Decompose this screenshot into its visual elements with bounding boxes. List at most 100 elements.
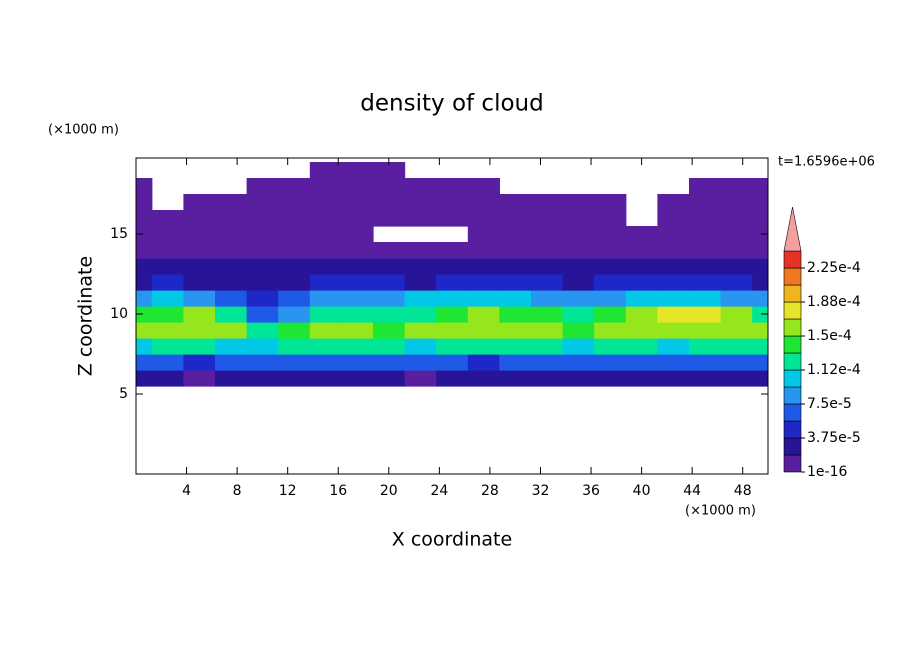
contour-cell	[136, 290, 153, 307]
contour-cell	[373, 178, 406, 195]
contour-cell	[752, 194, 768, 211]
contour-cell	[136, 178, 153, 195]
contour-cell	[689, 370, 722, 387]
contour-cell	[246, 210, 279, 227]
contour-cell	[625, 258, 658, 275]
contour-cell	[309, 226, 342, 243]
contour-cell	[136, 226, 153, 243]
contour-cell	[689, 354, 722, 371]
contour-cell	[373, 258, 406, 275]
contour-cell	[720, 338, 753, 355]
contour-cell	[436, 290, 469, 307]
contour-cell	[136, 322, 153, 339]
contour-cell	[215, 322, 248, 339]
contour-cell	[183, 242, 216, 259]
contour-cell	[341, 210, 374, 227]
y-axis-label: Z coordinate	[75, 256, 97, 376]
contour-cell	[467, 274, 500, 291]
contour-cell	[499, 194, 532, 211]
x-tick-label: 12	[279, 483, 297, 499]
contour-cell	[499, 306, 532, 323]
contour-cell	[436, 370, 469, 387]
contour-cell	[562, 370, 595, 387]
contour-cell	[499, 290, 532, 307]
contour-cell	[341, 370, 374, 387]
contour-cell	[752, 274, 768, 291]
contour-cell	[752, 370, 768, 387]
contour-cell	[151, 290, 184, 307]
colorbar-band	[783, 369, 802, 388]
contour-cell	[373, 274, 406, 291]
contour-cell	[467, 242, 500, 259]
contour-cell	[467, 290, 500, 307]
contour-cell	[215, 290, 248, 307]
contour-cell	[341, 178, 374, 195]
contour-cell	[278, 306, 311, 323]
contour-cell	[278, 178, 311, 195]
contour-cell	[404, 322, 437, 339]
contour-cell	[657, 258, 690, 275]
contour-cell	[278, 226, 311, 243]
contour-cell	[183, 290, 216, 307]
contour-cell	[373, 162, 406, 179]
contour-cell	[278, 354, 311, 371]
contour-field	[136, 162, 768, 387]
contour-cell	[752, 178, 768, 195]
contour-cell	[720, 306, 753, 323]
contour-cell	[720, 226, 753, 243]
contour-cell	[531, 258, 564, 275]
contour-cell	[594, 242, 627, 259]
colorbar-tick-label: 7.5e-5	[807, 396, 852, 412]
contour-cell	[625, 226, 658, 243]
contour-cell	[720, 354, 753, 371]
contour-cell	[594, 194, 627, 211]
contour-cell	[720, 210, 753, 227]
contour-cell	[151, 306, 184, 323]
contour-cell	[594, 338, 627, 355]
x-tick-label: 20	[380, 483, 398, 499]
colorbar-band	[783, 454, 802, 473]
contour-cell	[373, 242, 406, 259]
contour-cell	[151, 258, 184, 275]
contour-cell	[183, 354, 216, 371]
contour-cell	[531, 242, 564, 259]
contour-cell	[499, 370, 532, 387]
contour-cell	[151, 226, 184, 243]
x-tick-label: 8	[233, 483, 242, 499]
contour-cell	[246, 258, 279, 275]
contour-cell	[531, 290, 564, 307]
colorbar-band	[783, 250, 802, 269]
contour-cell	[594, 210, 627, 227]
contour-cell	[278, 258, 311, 275]
contour-cell	[215, 338, 248, 355]
contour-cell	[657, 370, 690, 387]
contour-cell	[341, 354, 374, 371]
contour-cell	[404, 178, 437, 195]
contour-cell	[183, 338, 216, 355]
contour-cell	[373, 354, 406, 371]
x-tick-label: 36	[582, 483, 600, 499]
contour-cell	[136, 242, 153, 259]
contour-cell	[183, 274, 216, 291]
contour-cell	[594, 370, 627, 387]
contour-cell	[531, 322, 564, 339]
contour-cell	[752, 338, 768, 355]
contour-cell	[720, 194, 753, 211]
contour-cell	[562, 258, 595, 275]
contour-cell	[373, 194, 406, 211]
contour-cell	[499, 242, 532, 259]
contour-cell	[246, 242, 279, 259]
contour-cell	[215, 242, 248, 259]
contour-cell	[278, 242, 311, 259]
contour-cell	[183, 306, 216, 323]
contour-cell	[562, 210, 595, 227]
contour-cell	[594, 258, 627, 275]
contour-cell	[246, 322, 279, 339]
y-tick-label: 10	[110, 306, 128, 322]
y-tick-label: 5	[119, 386, 128, 402]
contour-cell	[215, 354, 248, 371]
contour-cell	[309, 162, 342, 179]
contour-cell	[436, 242, 469, 259]
contour-cell	[136, 258, 153, 275]
